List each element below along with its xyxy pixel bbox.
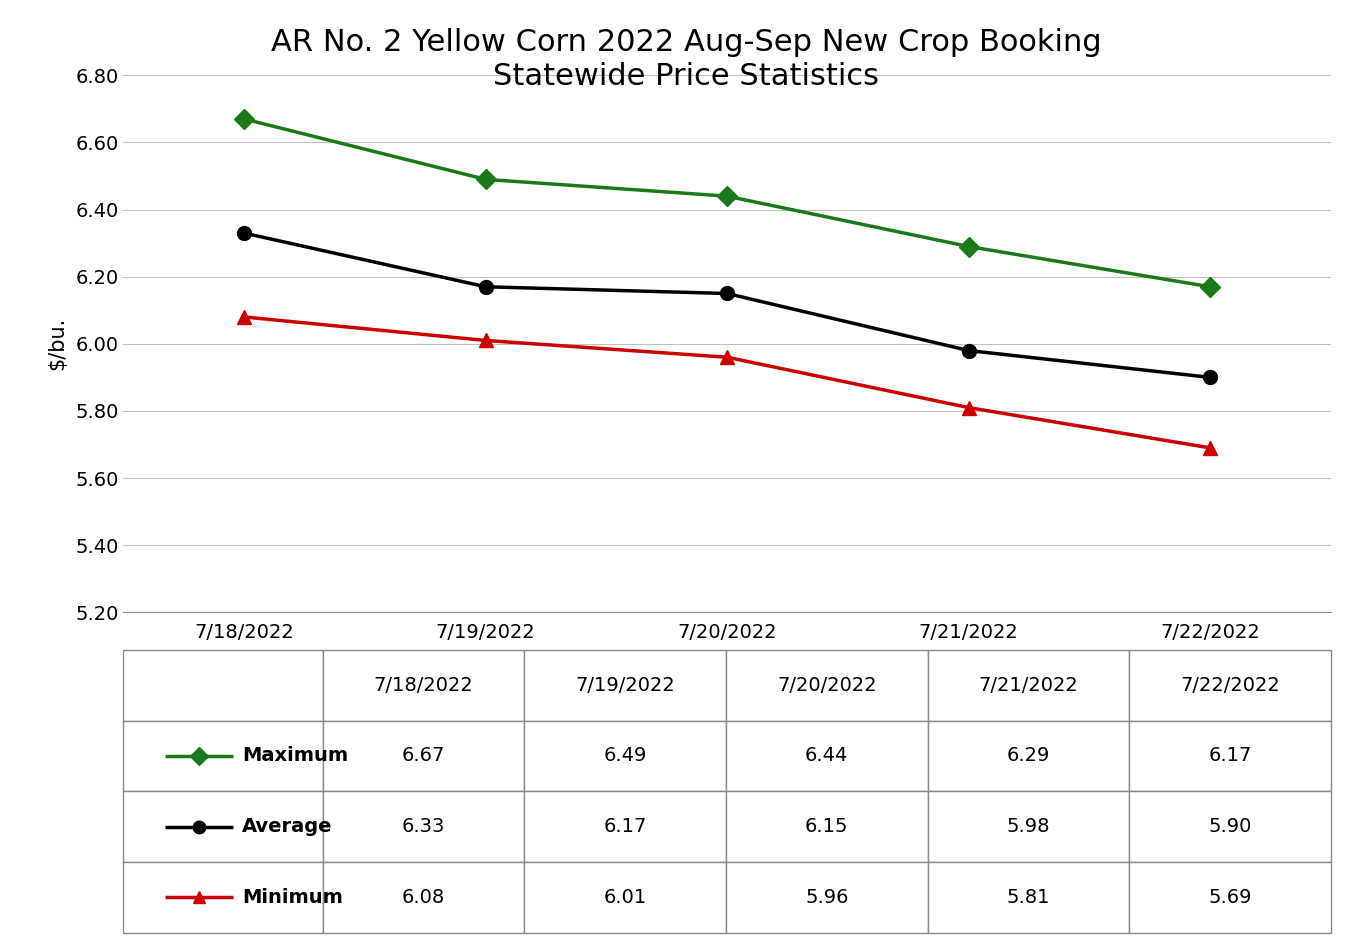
Text: 6.67: 6.67 xyxy=(402,746,445,766)
Bar xyxy=(927,862,1129,933)
Bar xyxy=(123,791,322,862)
Bar xyxy=(1129,650,1331,721)
Bar xyxy=(927,650,1129,721)
Text: 6.49: 6.49 xyxy=(604,746,646,766)
Text: 7/22/2022: 7/22/2022 xyxy=(1180,675,1280,695)
Text: 6.33: 6.33 xyxy=(402,817,445,836)
Text: 7/20/2022: 7/20/2022 xyxy=(777,675,877,695)
Bar xyxy=(524,721,726,791)
Bar xyxy=(322,791,524,862)
Bar xyxy=(123,650,322,721)
Text: 5.98: 5.98 xyxy=(1007,817,1050,836)
Text: 5.96: 5.96 xyxy=(805,887,848,907)
Bar xyxy=(927,791,1129,862)
Bar xyxy=(1129,862,1331,933)
Bar xyxy=(726,721,927,791)
Text: 6.44: 6.44 xyxy=(805,746,848,766)
Bar xyxy=(524,862,726,933)
Text: Maximum: Maximum xyxy=(243,746,348,766)
Text: 6.29: 6.29 xyxy=(1007,746,1050,766)
Bar xyxy=(524,650,726,721)
Text: 5.69: 5.69 xyxy=(1209,887,1251,907)
Text: Average: Average xyxy=(243,817,333,836)
Text: 5.90: 5.90 xyxy=(1209,817,1251,836)
Bar xyxy=(726,862,927,933)
Bar xyxy=(726,791,927,862)
Text: 7/18/2022: 7/18/2022 xyxy=(373,675,473,695)
Text: 6.08: 6.08 xyxy=(402,887,445,907)
Text: 6.17: 6.17 xyxy=(604,817,646,836)
Bar xyxy=(1129,791,1331,862)
Text: 6.17: 6.17 xyxy=(1209,746,1251,766)
Text: 7/19/2022: 7/19/2022 xyxy=(575,675,675,695)
Bar xyxy=(1129,721,1331,791)
Y-axis label: $/bu.: $/bu. xyxy=(47,317,67,370)
Bar xyxy=(322,721,524,791)
Text: 6.01: 6.01 xyxy=(604,887,646,907)
Bar xyxy=(123,862,322,933)
Bar xyxy=(726,650,927,721)
Text: 7/21/2022: 7/21/2022 xyxy=(978,675,1078,695)
Bar xyxy=(123,721,322,791)
Text: 6.15: 6.15 xyxy=(805,817,848,836)
Bar xyxy=(927,721,1129,791)
Text: Minimum: Minimum xyxy=(243,887,343,907)
Bar xyxy=(322,650,524,721)
Text: 5.81: 5.81 xyxy=(1007,887,1050,907)
Bar xyxy=(524,791,726,862)
Bar xyxy=(322,862,524,933)
Text: AR No. 2 Yellow Corn 2022 Aug-Sep New Crop Booking
Statewide Price Statistics: AR No. 2 Yellow Corn 2022 Aug-Sep New Cr… xyxy=(270,28,1102,90)
